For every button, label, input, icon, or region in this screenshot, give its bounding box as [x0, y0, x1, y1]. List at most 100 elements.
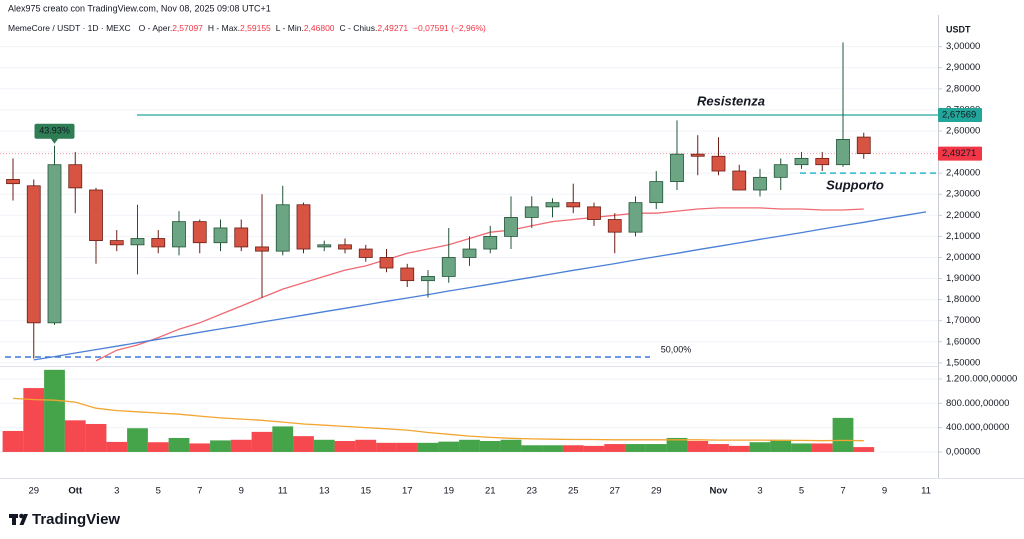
volume-bar [189, 443, 211, 452]
volume-bar [770, 439, 792, 452]
volume-bar [168, 437, 190, 452]
y-tick-label: 2,10000 [946, 231, 980, 242]
candle-body [192, 221, 207, 244]
volume-bar [313, 439, 335, 452]
x-tick-label: 11 [921, 486, 931, 497]
candle-body [753, 176, 767, 191]
y-tick-label: 2,80000 [946, 83, 980, 94]
y-tick-label: 2,20000 [946, 210, 980, 221]
volume-bar [666, 437, 688, 452]
candle-body [151, 238, 166, 248]
callout-box [34, 123, 75, 139]
volume-bar [542, 445, 563, 452]
volume-bar [625, 444, 646, 452]
candle-body [317, 244, 332, 248]
logo-mark [12, 514, 16, 525]
volume-bar [562, 445, 584, 452]
x-tick-label: 27 [609, 486, 620, 497]
volume-bar [251, 431, 273, 452]
candle-body [587, 206, 601, 220]
volume-bar [417, 442, 439, 452]
volume-bar [147, 442, 169, 452]
ohlc-value: 2,59155 [240, 23, 271, 33]
candle-body [130, 238, 145, 246]
level-axis-label: 2,67569 [942, 110, 976, 121]
volume-bar [127, 428, 148, 452]
candle-body [213, 227, 228, 244]
candle-body [255, 246, 269, 252]
volume-bar [791, 443, 812, 452]
candle-body [89, 189, 103, 242]
volume-bar [853, 447, 875, 452]
candle-body [670, 153, 684, 182]
y-tick-label: 2,40000 [946, 168, 980, 179]
volume-bar [376, 442, 397, 452]
candle-body [836, 138, 850, 166]
volume-bar [708, 444, 729, 452]
candle-body [524, 206, 539, 218]
candle-body [566, 202, 581, 208]
x-tick-label: 25 [568, 486, 579, 497]
logo-text: TradingView [32, 511, 120, 528]
x-tick-label: 13 [319, 486, 330, 497]
level-name: Supporto [826, 178, 884, 193]
x-tick-label: Ott [68, 486, 83, 497]
candle-body [856, 136, 871, 154]
level-axis-box [938, 108, 982, 123]
x-tick-label: 9 [882, 486, 887, 497]
volume-bar [645, 444, 667, 452]
ohlc-value: 2,57097 [172, 23, 203, 33]
y-tick-label: 1,90000 [946, 273, 980, 284]
y-tick-label: 2,90000 [946, 62, 980, 73]
line [95, 207, 864, 362]
logo: TradingView [9, 511, 120, 528]
candle-body [172, 221, 186, 248]
ohlc-label: C - Chius. [340, 23, 378, 33]
candle-body [109, 240, 124, 246]
candle-body [628, 202, 643, 233]
x-tick-label: 17 [402, 486, 413, 497]
candle-body [47, 164, 62, 324]
volume-bar [438, 441, 460, 452]
candle-body [711, 155, 726, 172]
y-tick-label: 1,70000 [946, 315, 980, 326]
volume-bar [230, 439, 252, 452]
candle-body [358, 248, 373, 258]
ohlc-label: L - Min. [276, 23, 304, 33]
level-name: 50,00% [661, 344, 692, 354]
candle-body [773, 164, 788, 178]
candle-body [379, 257, 394, 269]
price-pane [0, 42, 938, 362]
x-tick-label: 5 [156, 486, 161, 497]
y2-tick-label: 400.000,00000 [946, 422, 1009, 433]
x-tick-label: 7 [840, 486, 845, 497]
symbol-line: MemeCore / USDT · 1D · MEXC O - Aper.2,57… [8, 23, 486, 33]
candle-body [296, 204, 311, 250]
volume-bar [583, 445, 605, 452]
volume-bar [604, 444, 626, 452]
axes: 1,50000 1,60000 1,70000 1,80000 1,90000 2,000… [28, 41, 1017, 496]
y-tick-label: 3,00000 [946, 41, 980, 52]
volume-bar [293, 436, 314, 452]
candle-body [483, 235, 498, 250]
line [33, 211, 927, 361]
volume-bar [500, 439, 522, 452]
x-tick-label: 7 [197, 486, 202, 497]
candle-body [441, 257, 456, 277]
change: −0,07591 (−2,96%) [413, 23, 486, 33]
ohlc-value: 2,49271 [377, 23, 408, 33]
last-price-label: 2,49271 [942, 148, 976, 159]
candle-body [815, 157, 830, 166]
y-tick-label: 1,80000 [946, 294, 980, 305]
candle-body [607, 219, 622, 233]
volume-bar [749, 442, 771, 452]
volume-bar [44, 369, 65, 452]
y2-tick-label: 0,00000 [946, 446, 980, 457]
candle-body [68, 164, 83, 189]
x-tick-label: 3 [114, 486, 119, 497]
x-tick-label: 23 [526, 486, 537, 497]
candle-body [794, 157, 809, 166]
candle-body [649, 181, 664, 204]
